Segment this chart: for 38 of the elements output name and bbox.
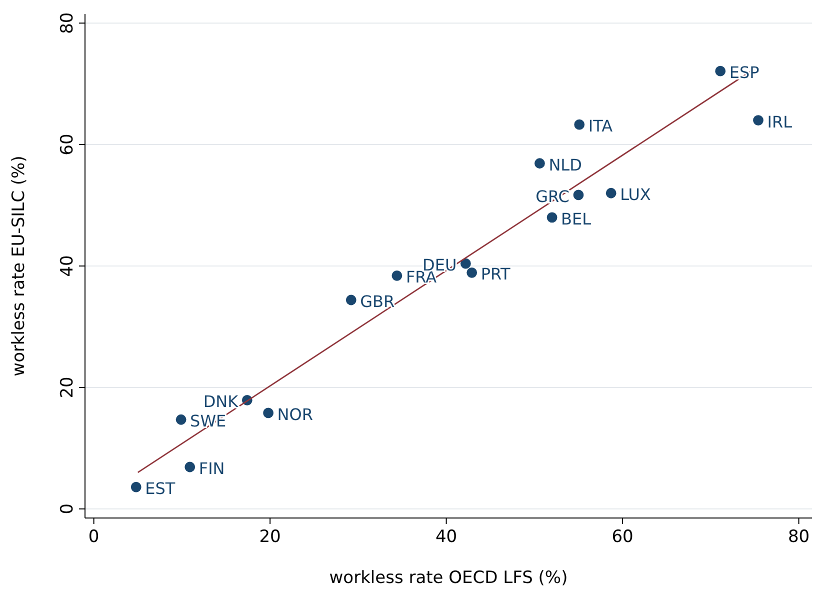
point <box>574 119 585 130</box>
point <box>346 294 356 306</box>
annotation: PRT <box>480 264 510 284</box>
annotation: NOR <box>277 404 313 424</box>
annotation: NLD <box>548 155 582 174</box>
y-tick-label: 20 <box>57 376 78 398</box>
point <box>184 462 196 472</box>
y-tick-label: 80 <box>57 12 78 34</box>
y-tick-label: 60 <box>57 134 78 156</box>
point <box>130 482 142 492</box>
x-tick-label: 80 <box>788 527 810 548</box>
point <box>460 258 471 269</box>
annotation: LUX <box>620 185 651 204</box>
x-axis-title: workless rate OECD LFS (%) <box>329 568 568 588</box>
y-tick-label: 40 <box>57 255 78 277</box>
x-tick-label: 20 <box>259 527 281 548</box>
x-tick-label: 40 <box>435 527 458 548</box>
point <box>715 66 726 76</box>
point <box>606 188 616 198</box>
point <box>466 267 478 278</box>
y-axis-title: workless rate EU-SILC (%) <box>9 156 29 376</box>
annotation: GBR <box>360 292 395 312</box>
annotation: IRL <box>767 112 792 132</box>
point <box>176 414 186 425</box>
annotation: ITA <box>588 116 613 136</box>
annotation: FIN <box>198 458 225 478</box>
annotation: DNK <box>203 392 239 412</box>
point <box>546 212 558 223</box>
point <box>263 408 274 418</box>
point <box>753 115 764 126</box>
x-tick-label: 60 <box>612 527 634 548</box>
annotation: EST <box>145 479 176 498</box>
annotation: BEL <box>561 209 592 228</box>
point <box>392 270 402 281</box>
y-tick-label: 0 <box>57 503 78 514</box>
point <box>573 190 584 200</box>
point <box>534 158 545 169</box>
x-tick-label: 0 <box>88 527 100 548</box>
